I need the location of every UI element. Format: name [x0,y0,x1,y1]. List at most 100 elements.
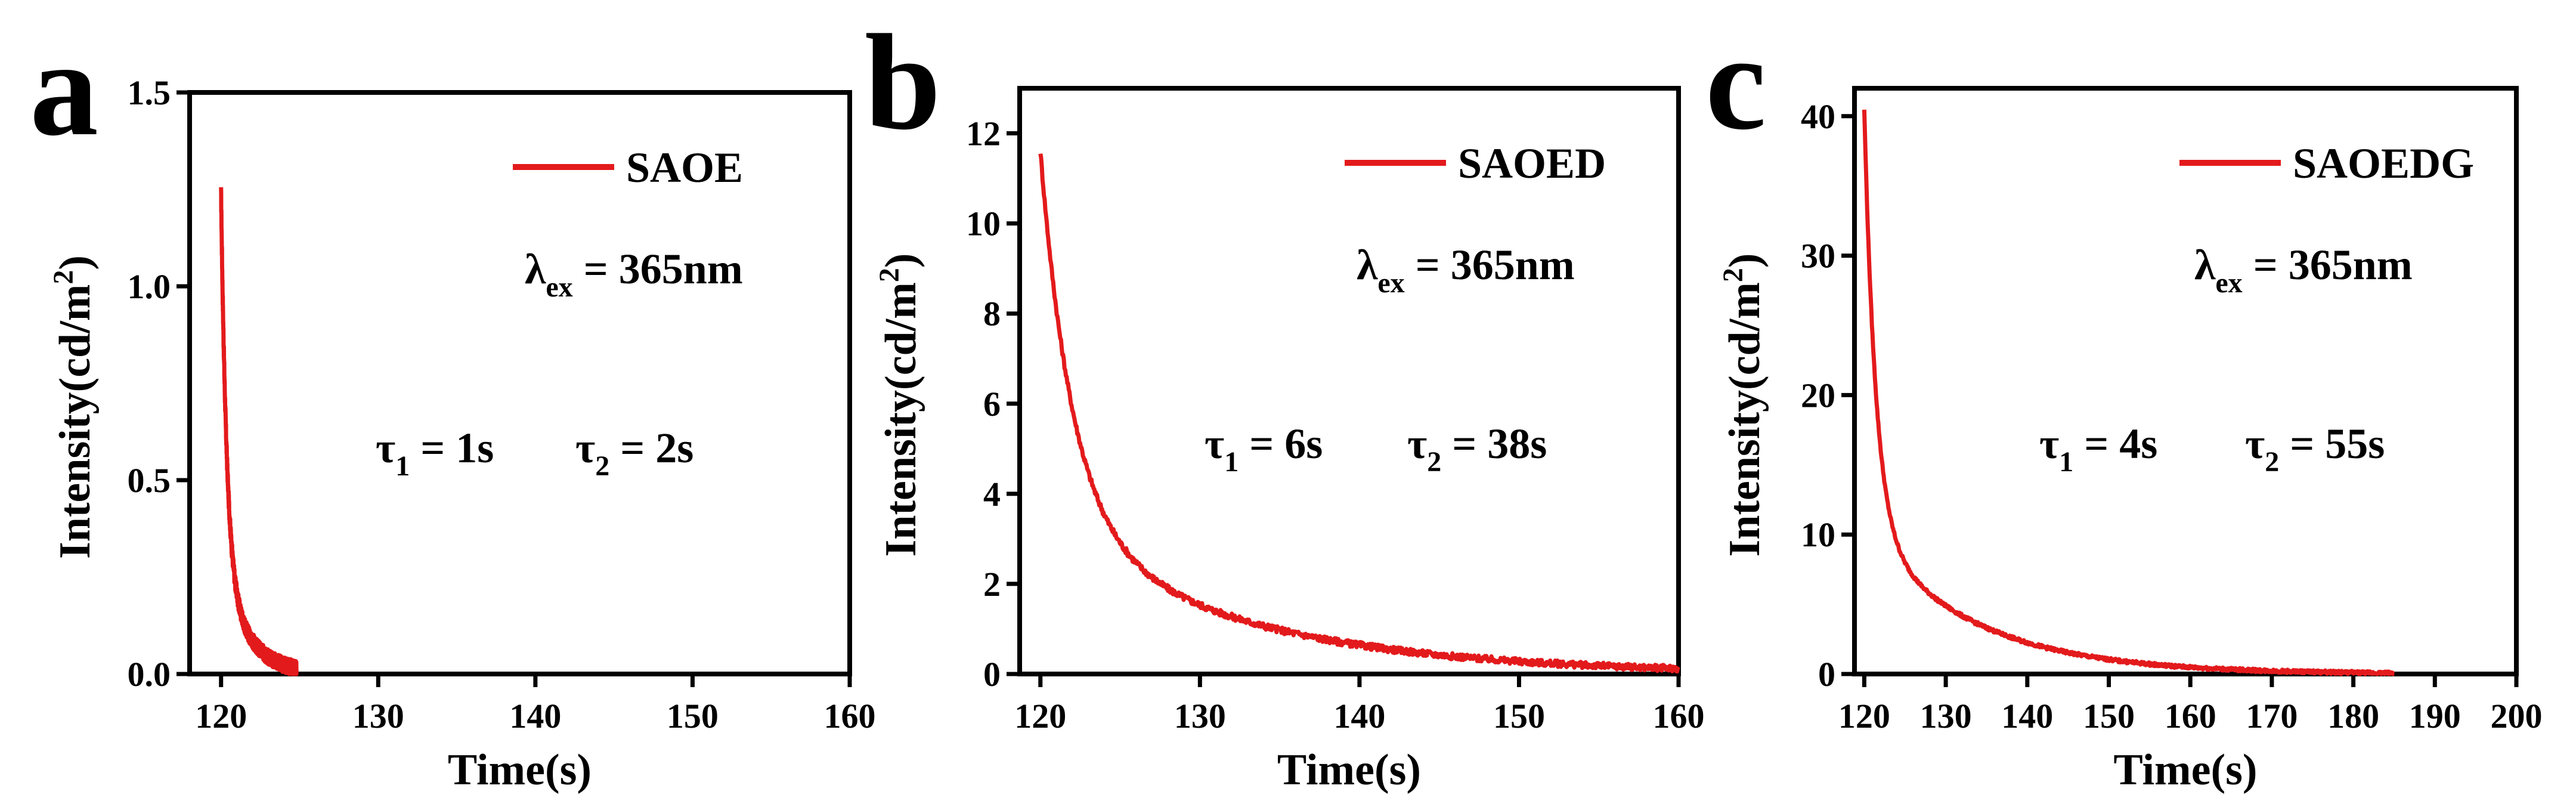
tau2-symbol: τ [575,424,595,472]
x-tick-label: 130 [1920,697,1972,735]
panel-letter: b [865,6,941,158]
tau2-value: = 38s [1441,420,1547,468]
tau1-symbol: τ [2039,420,2059,468]
x-tick-label: 120 [1014,697,1066,735]
lambda-subscript: ex [2215,267,2242,299]
decay-curve [1038,153,1680,674]
x-axis-title: Time(s) [1277,746,1421,794]
y-tick-label: 20 [1801,376,1835,415]
y-axis-title: Intensity(cd/m2) [1717,253,1769,557]
x-tick-label: 180 [2327,697,2379,735]
panel-letter: a [30,12,98,164]
panel-letter: c [1705,6,1766,158]
lambda-value: = 365nm [1405,241,1575,289]
tau1-value: = 4s [2073,420,2157,468]
y-axis-title-sup: 2 [48,270,79,285]
y-tick-label: 8 [983,295,1001,333]
y-tick-label: 6 [983,385,1001,423]
x-tick-label: 190 [2409,697,2461,735]
x-tick-label: 170 [2246,697,2298,735]
plot-frame [187,90,852,676]
y-tick-label: 1.0 [128,267,171,306]
plot-frame [1852,86,2519,676]
tau2-annotation: τ2 = 2s [575,424,693,482]
x-tick-label: 150 [1493,697,1545,735]
excitation-annotation: λex = 365nm [525,245,743,303]
lambda-symbol: λ [525,245,546,293]
x-tick-label: 140 [2001,697,2053,735]
tau1-subscript: 1 [2059,446,2073,478]
lambda-symbol: λ [1357,241,1378,289]
tau2-subscript: 2 [1427,446,1441,478]
y-tick-label: 0.0 [128,655,171,694]
y-tick-label: 0 [983,655,1001,694]
legend-label: SAOED [1458,140,1606,187]
tau1-value: = 6s [1239,420,1323,468]
y-tick-label: 1.5 [128,73,171,112]
y-axis-title: Intensity(cd/m2) [48,255,100,559]
lambda-symbol: λ [2194,241,2216,289]
lambda-value: = 365nm [573,245,743,293]
y-tick-label: 0 [1818,655,1835,694]
x-tick-label: 150 [2083,697,2135,735]
y-axis-title: Intensity(cd/m2) [874,253,925,557]
decay-curve [219,187,299,676]
tau2-symbol: τ [2245,420,2265,468]
tau1-annotation: τ1 = 4s [2039,420,2157,478]
y-tick-label: 4 [983,475,1001,514]
x-tick-label: 160 [824,697,876,735]
y-tick-label: 10 [966,205,1001,243]
y-axis-title-sup: 2 [1717,268,1749,282]
tau1-annotation: τ1 = 1s [376,424,494,482]
x-tick-label: 140 [509,697,561,735]
tau2-value: = 55s [2279,420,2385,468]
decay-curve [1862,109,2396,676]
tau2-annotation: τ2 = 55s [2245,420,2385,478]
x-tick-label: 140 [1333,697,1385,735]
lambda-subscript: ex [546,271,572,303]
y-tick-label: 40 [1801,97,1835,136]
tau2-subscript: 2 [595,450,609,482]
y-axis-title-close: ) [1720,253,1769,268]
x-tick-label: 160 [2165,697,2216,735]
y-axis-title-close: ) [877,253,925,268]
x-tick-label: 150 [667,697,719,735]
lambda-value: = 365nm [2243,241,2413,289]
y-axis-title-text: Intensity(cd/m [877,282,925,557]
legend-label: SAOEDG [2293,140,2474,187]
tau1-subscript: 1 [395,450,410,482]
panel-a: a 120 130 140 150 160 0.0 0.5 1.0 1.5 Time(s) Inten… [30,12,876,794]
panel-c: c 120 130 140 150 160 170 180 190 200 0 10 20 30 40 Tim… [1705,6,2543,794]
x-tick-label: 160 [1653,697,1705,735]
x-tick-label: 130 [1174,697,1226,735]
y-tick-label: 30 [1801,237,1835,276]
y-tick-label: 0.5 [128,461,171,500]
y-axis-title-text: Intensity(cd/m [51,285,100,559]
y-axis-title-close: ) [51,255,100,270]
tau1-symbol: τ [376,424,395,472]
y-tick-label: 10 [1801,515,1835,554]
y-tick-label: 12 [966,115,1001,153]
excitation-annotation: λex = 365nm [1357,241,1575,299]
legend-label: SAOE [626,144,743,191]
x-tick-label: 120 [195,697,247,735]
tau2-annotation: τ2 = 38s [1407,420,1547,478]
lambda-subscript: ex [1377,267,1404,299]
tau2-subscript: 2 [2265,446,2279,478]
x-tick-label: 200 [2491,697,2543,735]
x-tick-label: 120 [1838,697,1890,735]
y-axis-title-text: Intensity(cd/m [1720,282,1769,557]
tau1-symbol: τ [1205,420,1224,468]
tau1-annotation: τ1 = 6s [1205,420,1323,478]
y-tick-label: 2 [983,565,1001,604]
x-tick-label: 130 [352,697,404,735]
excitation-annotation: λex = 365nm [2194,241,2413,299]
tau1-value: = 1s [410,424,494,472]
tau1-subscript: 1 [1224,446,1239,478]
y-axis-title-sup: 2 [874,268,905,282]
x-axis-title: Time(s) [2113,746,2257,794]
tau2-symbol: τ [1407,420,1427,468]
plot-frame [1017,86,1681,676]
